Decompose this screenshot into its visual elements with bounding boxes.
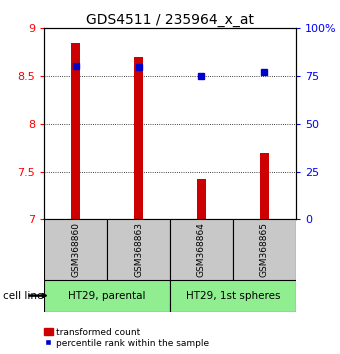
Text: GSM368864: GSM368864 xyxy=(197,222,206,277)
Bar xyxy=(233,219,296,280)
Text: HT29, parental: HT29, parental xyxy=(68,291,146,301)
Text: HT29, 1st spheres: HT29, 1st spheres xyxy=(186,291,280,301)
Title: GDS4511 / 235964_x_at: GDS4511 / 235964_x_at xyxy=(86,13,254,27)
Legend: transformed count, percentile rank within the sample: transformed count, percentile rank withi… xyxy=(42,326,211,349)
Bar xyxy=(71,43,80,219)
Bar xyxy=(260,153,269,219)
Text: GSM368863: GSM368863 xyxy=(134,222,143,277)
Text: cell line: cell line xyxy=(3,291,44,301)
Bar xyxy=(170,219,233,280)
Bar xyxy=(197,179,206,219)
Bar xyxy=(44,280,170,312)
Bar xyxy=(107,219,170,280)
Bar xyxy=(44,219,107,280)
Bar xyxy=(170,280,296,312)
Text: GSM368860: GSM368860 xyxy=(71,222,80,277)
Text: GSM368865: GSM368865 xyxy=(260,222,269,277)
Bar xyxy=(134,57,143,219)
